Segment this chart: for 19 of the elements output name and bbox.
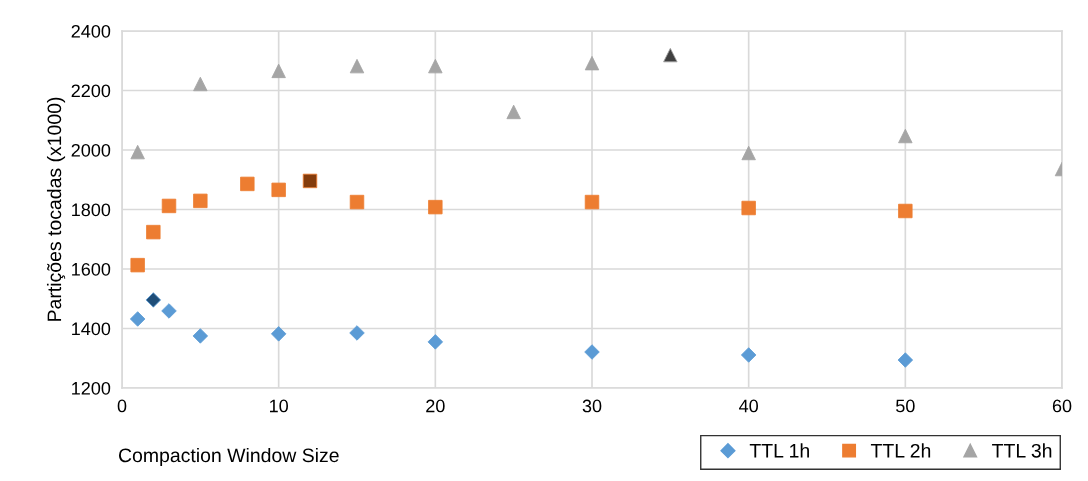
x-axis-title: Compaction Window Size xyxy=(118,447,339,467)
x-tick-label: 0 xyxy=(117,399,127,413)
x-tick-label: 40 xyxy=(739,399,758,413)
legend-label: TTL 1h xyxy=(749,443,809,458)
y-tick-label: 2000 xyxy=(71,143,111,157)
y-tick-label: 1200 xyxy=(72,381,111,395)
legend-label: TTL 3h xyxy=(992,443,1052,458)
y-tick-label: 2400 xyxy=(71,24,111,38)
x-tick-label: 50 xyxy=(896,399,915,413)
y-tick-label: 1800 xyxy=(72,203,111,217)
y-axis-title: Partições tocadas (x1000) xyxy=(46,97,66,321)
y-tick-label: 1400 xyxy=(72,322,111,336)
x-tick-label: 30 xyxy=(582,399,602,413)
x-tick-label: 20 xyxy=(426,399,445,413)
y-tick-label: 1600 xyxy=(72,262,111,276)
legend-label: TTL 2h xyxy=(870,443,931,458)
x-tick-label: 60 xyxy=(1052,399,1072,413)
y-tick-label: 2200 xyxy=(71,84,111,98)
x-tick-label: 10 xyxy=(270,399,288,413)
